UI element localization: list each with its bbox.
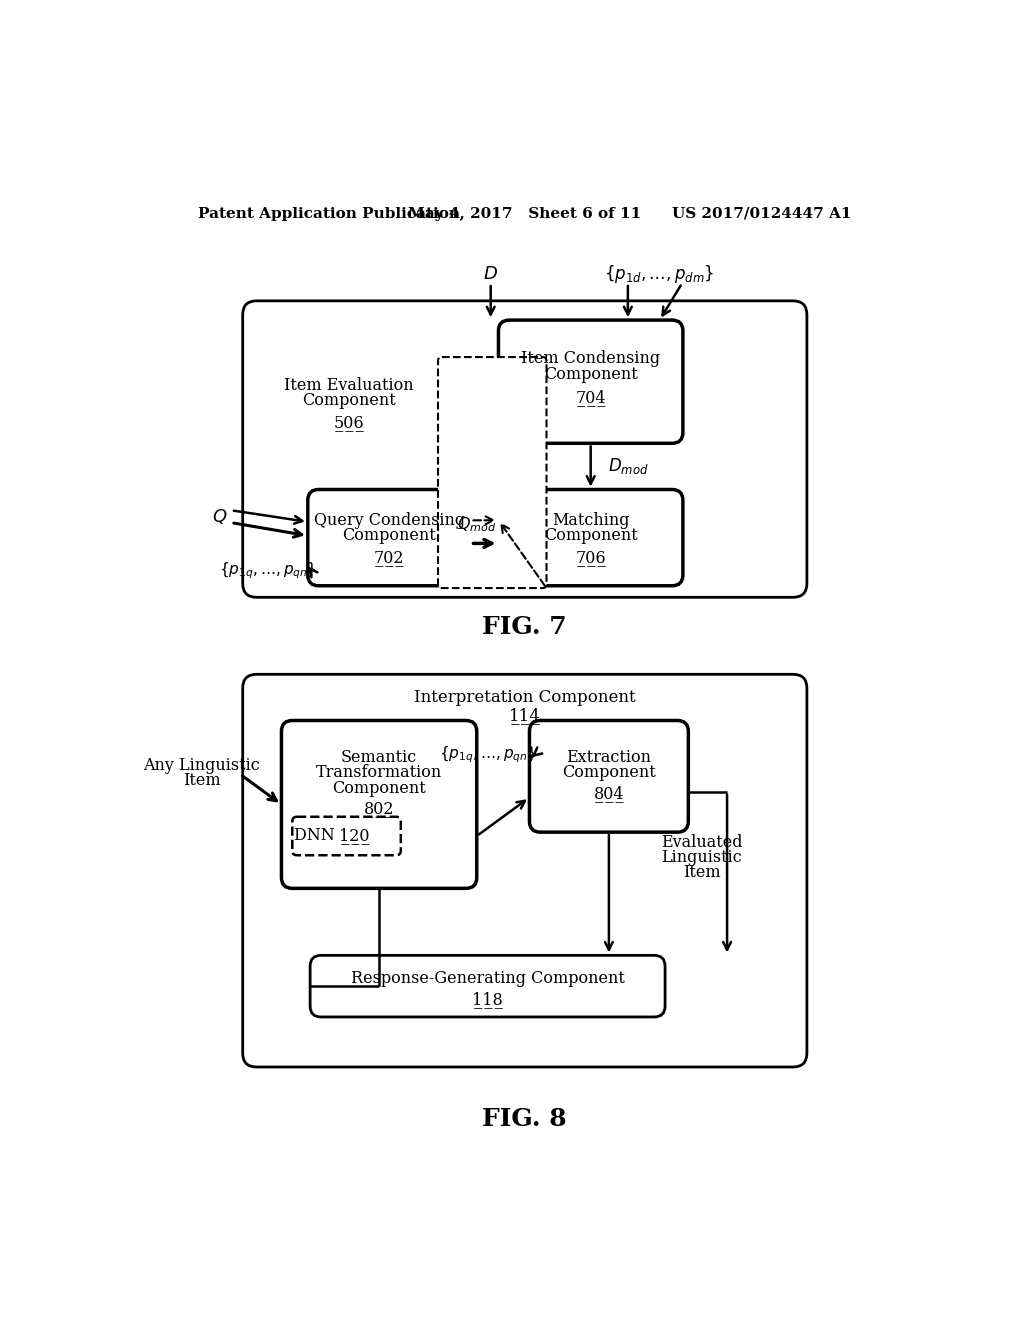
FancyBboxPatch shape	[243, 301, 807, 597]
Text: 8̲0̲4̲: 8̲0̲4̲	[594, 785, 625, 803]
FancyBboxPatch shape	[308, 490, 471, 586]
Text: DNN: DNN	[295, 828, 340, 845]
Text: Linguistic: Linguistic	[662, 849, 741, 866]
Text: Evaluated: Evaluated	[660, 834, 742, 850]
FancyBboxPatch shape	[529, 721, 688, 832]
Text: 7̲0̲6̲: 7̲0̲6̲	[575, 549, 606, 566]
Text: $\{p_{1q},\ldots,p_{qn}\}$: $\{p_{1q},\ldots,p_{qn}\}$	[219, 560, 317, 581]
Text: $Q$: $Q$	[212, 507, 227, 525]
FancyBboxPatch shape	[292, 817, 400, 855]
Text: May 4, 2017   Sheet 6 of 11: May 4, 2017 Sheet 6 of 11	[409, 207, 641, 220]
Text: Interpretation Component: Interpretation Component	[414, 689, 636, 706]
Text: Patent Application Publication: Patent Application Publication	[198, 207, 460, 220]
Text: $D$: $D$	[483, 265, 499, 282]
Text: Component: Component	[562, 764, 655, 781]
Text: FIG. 8: FIG. 8	[482, 1107, 567, 1131]
Text: 1̲1̲8̲: 1̲1̲8̲	[472, 991, 503, 1007]
Text: Transformation: Transformation	[316, 764, 442, 781]
Text: 7̲0̲4̲: 7̲0̲4̲	[575, 388, 606, 405]
Text: Component: Component	[302, 392, 395, 409]
Text: Semantic: Semantic	[341, 748, 417, 766]
Text: Response-Generating Component: Response-Generating Component	[350, 970, 625, 987]
Text: $D_{mod}$: $D_{mod}$	[608, 457, 649, 477]
FancyBboxPatch shape	[499, 490, 683, 586]
Text: Component: Component	[332, 780, 426, 797]
FancyBboxPatch shape	[243, 675, 807, 1067]
Text: 7̲0̲2̲: 7̲0̲2̲	[374, 549, 404, 566]
Text: Extraction: Extraction	[566, 748, 651, 766]
Text: Component: Component	[544, 366, 638, 383]
FancyBboxPatch shape	[282, 721, 477, 888]
Text: Item Condensing: Item Condensing	[521, 350, 660, 367]
Text: 1̲1̲4̲: 1̲1̲4̲	[509, 708, 541, 725]
Text: Item: Item	[683, 865, 720, 882]
Text: Item Evaluation: Item Evaluation	[284, 378, 414, 395]
Text: 1̲2̲0̲: 1̲2̲0̲	[339, 828, 370, 845]
Text: Query Condensing: Query Condensing	[313, 512, 465, 529]
FancyBboxPatch shape	[499, 321, 683, 444]
Text: US 2017/0124447 A1: US 2017/0124447 A1	[673, 207, 852, 220]
Text: FIG. 7: FIG. 7	[482, 615, 567, 639]
Text: $\{p_{1d},\ldots,p_{dm}\}$: $\{p_{1d},\ldots,p_{dm}\}$	[604, 263, 714, 285]
Text: Item: Item	[183, 772, 220, 789]
Text: Any Linguistic: Any Linguistic	[143, 756, 260, 774]
Text: Component: Component	[544, 527, 638, 544]
Text: 8̲0̲2̲: 8̲0̲2̲	[364, 800, 394, 817]
Text: 5̲0̲6̲: 5̲0̲6̲	[334, 414, 365, 432]
Text: $Q_{mod}$: $Q_{mod}$	[457, 515, 497, 533]
FancyBboxPatch shape	[310, 956, 665, 1016]
FancyBboxPatch shape	[438, 358, 547, 589]
Text: Component: Component	[342, 527, 436, 544]
Text: $\{p_{1q},\ldots,p_{qn}\}$: $\{p_{1q},\ldots,p_{qn}\}$	[438, 744, 537, 766]
Text: Matching: Matching	[552, 512, 630, 529]
